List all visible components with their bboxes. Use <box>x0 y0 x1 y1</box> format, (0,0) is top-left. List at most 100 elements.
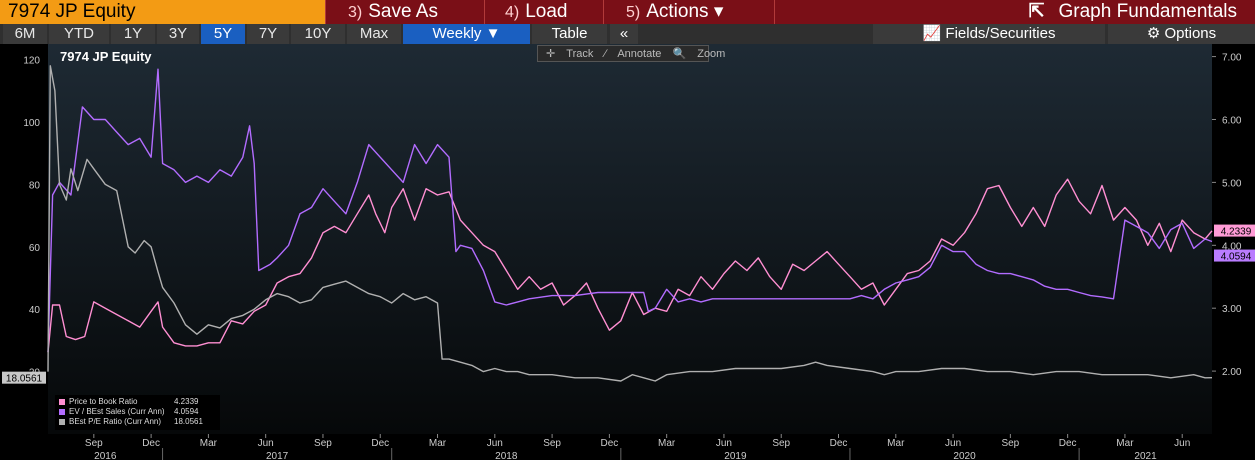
line-chart[interactable]: 7974 JP Equity 20406080100120 2.003.004.… <box>0 44 1255 460</box>
x-tick-label: Sep <box>1001 438 1019 449</box>
legend-swatch-purple <box>59 409 65 415</box>
legend-label: EV / BEst Sales (Curr Ann) <box>69 407 165 416</box>
graph-fundamentals-button[interactable]: ⇱ Graph Fundamentals <box>1029 0 1255 24</box>
x-tick-label: Jun <box>258 438 274 449</box>
year-label: 2020 <box>953 451 976 460</box>
value-tags: 4.2339 4.0594 18.0561 <box>2 224 1255 385</box>
chart-mini-toolbar: ✛ Track ∕ Annotate 🔍 Zoom <box>537 45 725 62</box>
chart-toolbar: 6M YTD 1Y 3Y 5Y 7Y 10Y Max Weekly ▼ Tabl… <box>0 24 1255 44</box>
x-tick-label: Mar <box>1116 438 1134 449</box>
range-3y-button[interactable]: 3Y <box>157 24 199 44</box>
save-as-button[interactable]: 3) Save As <box>325 0 484 24</box>
table-button[interactable]: Table <box>532 24 607 44</box>
series-line <box>47 68 1213 353</box>
annotate-button[interactable]: ∕ Annotate <box>604 48 662 60</box>
left-tick-label: 80 <box>29 180 41 191</box>
x-tick-label: Mar <box>887 438 905 449</box>
right-tick-label: 7.00 <box>1222 53 1242 64</box>
range-1y-button[interactable]: 1Y <box>111 24 155 44</box>
legend-value: 4.2339 <box>174 397 199 406</box>
x-tick-label: Jun <box>487 438 503 449</box>
options-button[interactable]: ⚙ Options <box>1108 24 1255 44</box>
series-line <box>47 178 1213 353</box>
ticker-field[interactable]: 7974 JP Equity <box>0 0 325 24</box>
range-max-button[interactable]: Max <box>347 24 401 44</box>
x-tick-label: Jun <box>945 438 961 449</box>
x-tick-label: Dec <box>830 438 848 449</box>
legend-value: 18.0561 <box>174 417 203 426</box>
fields-securities-button[interactable]: 📈 Fields/Securities <box>873 24 1105 44</box>
actions-number: 5) <box>626 4 641 21</box>
load-label: Load <box>525 1 568 22</box>
options-label: Options <box>1164 25 1217 42</box>
fields-securities-label: Fields/Securities <box>945 25 1056 42</box>
right-tick-label: 5.00 <box>1222 178 1242 189</box>
x-tick-label: Sep <box>543 438 561 449</box>
legend-item[interactable]: EV / BEst Sales (Curr Ann) 4.0594 <box>59 407 216 417</box>
x-tick-label: Sep <box>85 438 103 449</box>
value-tag <box>2 371 46 384</box>
chart-legend: Price to Book Ratio 4.2339 EV / BEst Sal… <box>55 395 220 430</box>
legend-label: Price to Book Ratio <box>69 397 138 406</box>
value-tag <box>1214 224 1255 237</box>
left-tick-label: 100 <box>23 118 40 129</box>
plot-area <box>48 44 1212 434</box>
year-label: 2018 <box>495 451 518 460</box>
collapse-button[interactable]: « <box>610 24 638 44</box>
value-tag-label: 4.0594 <box>1221 252 1252 263</box>
value-tag-label: 18.0561 <box>6 374 43 385</box>
series-line <box>47 65 1213 382</box>
load-button[interactable]: 4) Load <box>484 0 603 24</box>
value-tag <box>1214 249 1255 262</box>
x-tick-label: Dec <box>142 438 160 449</box>
year-label: 2019 <box>724 451 747 460</box>
range-6m-button[interactable]: 6M <box>3 24 47 44</box>
year-label: 2017 <box>266 451 289 460</box>
zoom-button[interactable]: 🔍 Zoom <box>672 48 726 60</box>
frequency-dropdown[interactable]: Weekly ▼ <box>403 24 530 44</box>
legend-item[interactable]: BEst P/E Ratio (Curr Ann) 18.0561 <box>59 417 216 427</box>
actions-label: Actions ▾ <box>646 1 724 22</box>
function-bar: 7974 JP Equity 3) Save As 4) Load 5) Action… <box>0 0 1255 24</box>
right-tick-label: 6.00 <box>1222 115 1242 126</box>
right-tick-label: 4.00 <box>1222 241 1242 252</box>
legend-item[interactable]: Price to Book Ratio 4.2339 <box>59 397 216 407</box>
right-tick-label: 3.00 <box>1222 304 1242 315</box>
load-number: 4) <box>505 4 520 21</box>
range-5y-button[interactable]: 5Y <box>201 24 245 44</box>
x-tick-label: Dec <box>1059 438 1077 449</box>
save-as-label: Save As <box>368 1 438 22</box>
x-tick-label: Mar <box>658 438 676 449</box>
save-as-number: 3) <box>348 4 363 21</box>
range-7y-button[interactable]: 7Y <box>247 24 289 44</box>
x-tick-label: Sep <box>314 438 332 449</box>
series-lines <box>47 65 1213 382</box>
legend-swatch-gray <box>59 419 65 425</box>
legend-label: BEst P/E Ratio (Curr Ann) <box>69 417 162 426</box>
zoom-label: Zoom <box>697 48 726 60</box>
year-label: 2016 <box>94 451 117 460</box>
right-tick-label: 2.00 <box>1222 367 1242 378</box>
x-tick-label: Mar <box>200 438 218 449</box>
actions-button[interactable]: 5) Actions ▾ <box>603 0 775 24</box>
x-tick-label: Sep <box>772 438 790 449</box>
right-axis: 2.00 3.00 4.00 5.00 6.00 7.00 <box>1212 53 1242 378</box>
range-ytd-button[interactable]: YTD <box>49 24 109 44</box>
x-tick-label: Dec <box>371 438 389 449</box>
legend-swatch-pink <box>59 399 65 405</box>
x-tick-label: Jun <box>716 438 732 449</box>
chart-title: 7974 JP Equity <box>60 49 152 64</box>
track-label: Track <box>566 48 594 60</box>
x-axis: Sep Dec Mar Jun Sep Dec Mar Jun Sep Dec Mar Jun Sep D… <box>85 434 1190 460</box>
track-button[interactable]: ✛ Track <box>546 48 594 60</box>
legend-value: 4.0594 <box>174 407 199 416</box>
year-label: 2021 <box>1134 451 1157 460</box>
x-tick-label: Mar <box>429 438 447 449</box>
left-tick-label: 60 <box>29 243 41 254</box>
export-icon: ⇱ <box>1028 1 1045 22</box>
value-tag-label: 4.2339 <box>1221 227 1252 238</box>
left-tick-label: 120 <box>23 56 40 67</box>
left-axis: 20406080100120 <box>23 56 40 379</box>
range-10y-button[interactable]: 10Y <box>291 24 345 44</box>
x-tick-label: Dec <box>600 438 618 449</box>
